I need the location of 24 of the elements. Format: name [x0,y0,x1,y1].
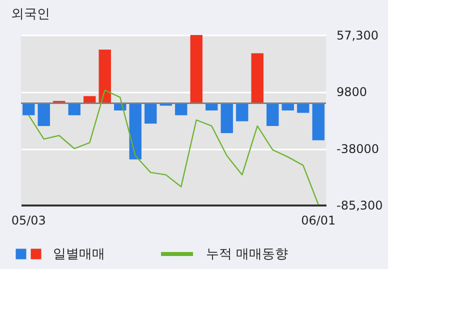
y-tick-label: 9800 [336,85,368,100]
bar [190,35,202,104]
bar [68,103,80,116]
bar [175,103,188,116]
bar [220,103,233,134]
y-tick-label: -85,300 [336,198,383,212]
bar [22,103,35,116]
legend-label: 누적 매매동향 [206,247,288,262]
bar [38,103,50,126]
bar [129,103,142,160]
x-tick-label: 06/01 [301,214,336,228]
x-tick-label: 05/03 [11,214,46,228]
y-tick-label: 57,300 [336,28,378,42]
bar [297,103,310,113]
chart-title: 외국인 [10,7,50,22]
legend-label: 일별매매 [53,247,105,262]
y-tick-label: -38000 [336,142,380,156]
bar [251,53,264,104]
bar [236,103,248,122]
bar [144,103,157,124]
bar [98,50,111,104]
bar [266,103,279,126]
bar [312,103,324,140]
line-series [28,90,319,206]
